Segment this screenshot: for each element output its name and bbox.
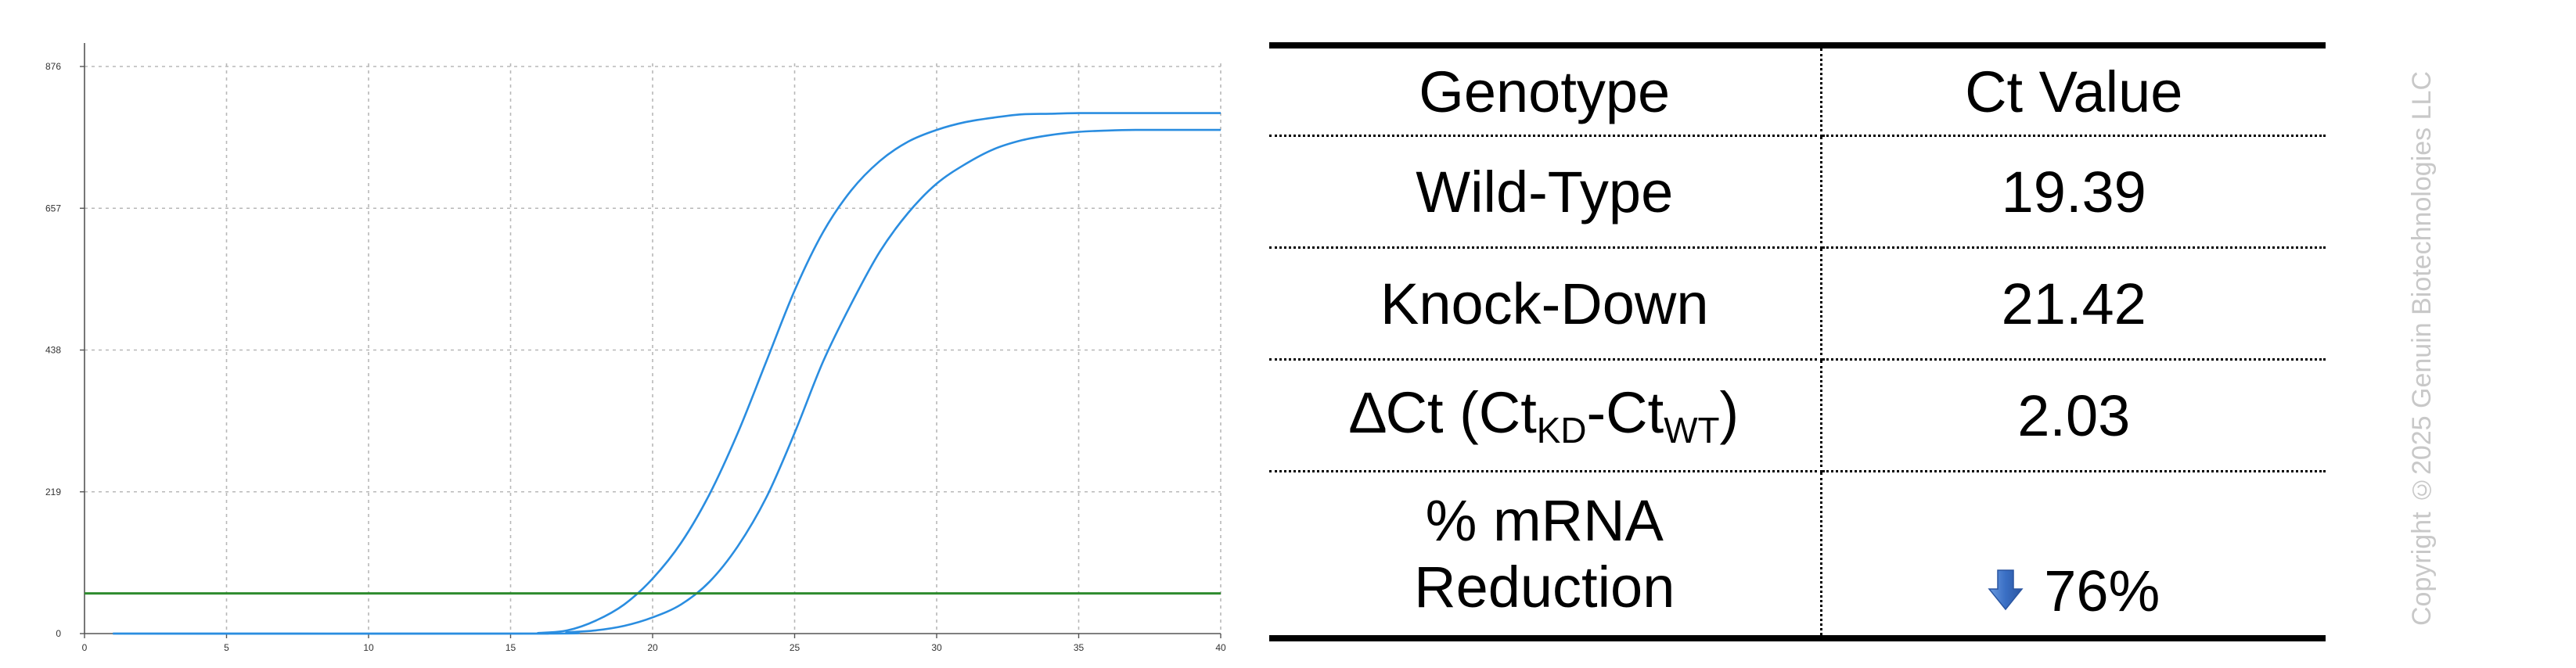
table-header-row: Genotype Ct Value: [1269, 42, 2326, 137]
table-row: Wild-Type 19.39: [1269, 135, 2326, 249]
reduction-value: 76%: [2044, 558, 2160, 623]
reduction-label: % mRNA Reduction: [1269, 471, 1822, 641]
y-tick-label: 438: [45, 345, 61, 356]
y-tick-label: 876: [45, 61, 61, 72]
delta-ct-mid: -Ct: [1586, 380, 1664, 446]
x-tick-label: 20: [647, 642, 658, 653]
reduction-label-line2: Reduction: [1414, 555, 1675, 620]
ct-value-cell: 21.42: [1821, 247, 2326, 361]
x-tick-label: 5: [224, 642, 229, 653]
amplification-chart: 0 5 10 15 20 25 30 35 40 0 219 438 657 876: [45, 43, 1226, 653]
ct-value-cell: 19.39: [1821, 135, 2326, 249]
y-tick-label: 219: [45, 487, 61, 497]
genotype-cell: Knock-Down: [1269, 247, 1822, 361]
delta-ct-prefix: ∆Ct (Ct: [1350, 380, 1537, 446]
delta-ct-value: 2.03: [1821, 359, 2326, 472]
genotype-header: Genotype: [1269, 42, 1822, 137]
reduction-row: % mRNA Reduction 76%: [1269, 471, 2326, 641]
x-tick-label: 15: [505, 642, 516, 653]
down-arrow-icon: [1988, 558, 2024, 624]
amplification-curve: [113, 128, 1221, 635]
reduction-label-line1: % mRNA: [1425, 487, 1664, 553]
x-tick-label: 40: [1215, 642, 1226, 653]
x-tick-label: 35: [1074, 642, 1085, 653]
table-row: ∆Ct (CtKD-CtWT) 2.03: [1269, 359, 2326, 472]
amplification-curve: [113, 112, 1221, 635]
results-table: Genotype Ct Value Wild-Type 19.39 Knock-…: [1269, 42, 2326, 641]
x-tick-label: 10: [363, 642, 374, 653]
delta-ct-sub-wt: WT: [1664, 409, 1720, 451]
ct-value-header: Ct Value: [1821, 42, 2326, 137]
delta-ct-sub-kd: KD: [1536, 409, 1587, 451]
delta-ct-label: ∆Ct (CtKD-CtWT): [1269, 359, 1822, 472]
copyright-text: Copyright ©2025 Genuin Biotechnologies L…: [2407, 70, 2437, 626]
x-tick-label: 0: [82, 642, 88, 653]
reduction-value-cell: 76%: [1821, 471, 2326, 641]
table-row: Knock-Down 21.42: [1269, 247, 2326, 361]
y-tick-label: 0: [56, 628, 61, 639]
delta-ct-suffix: ): [1719, 380, 1740, 446]
y-tick-label: 657: [45, 203, 61, 214]
x-tick-label: 25: [790, 642, 801, 653]
genotype-cell: Wild-Type: [1269, 135, 1822, 249]
x-tick-label: 30: [931, 642, 942, 653]
